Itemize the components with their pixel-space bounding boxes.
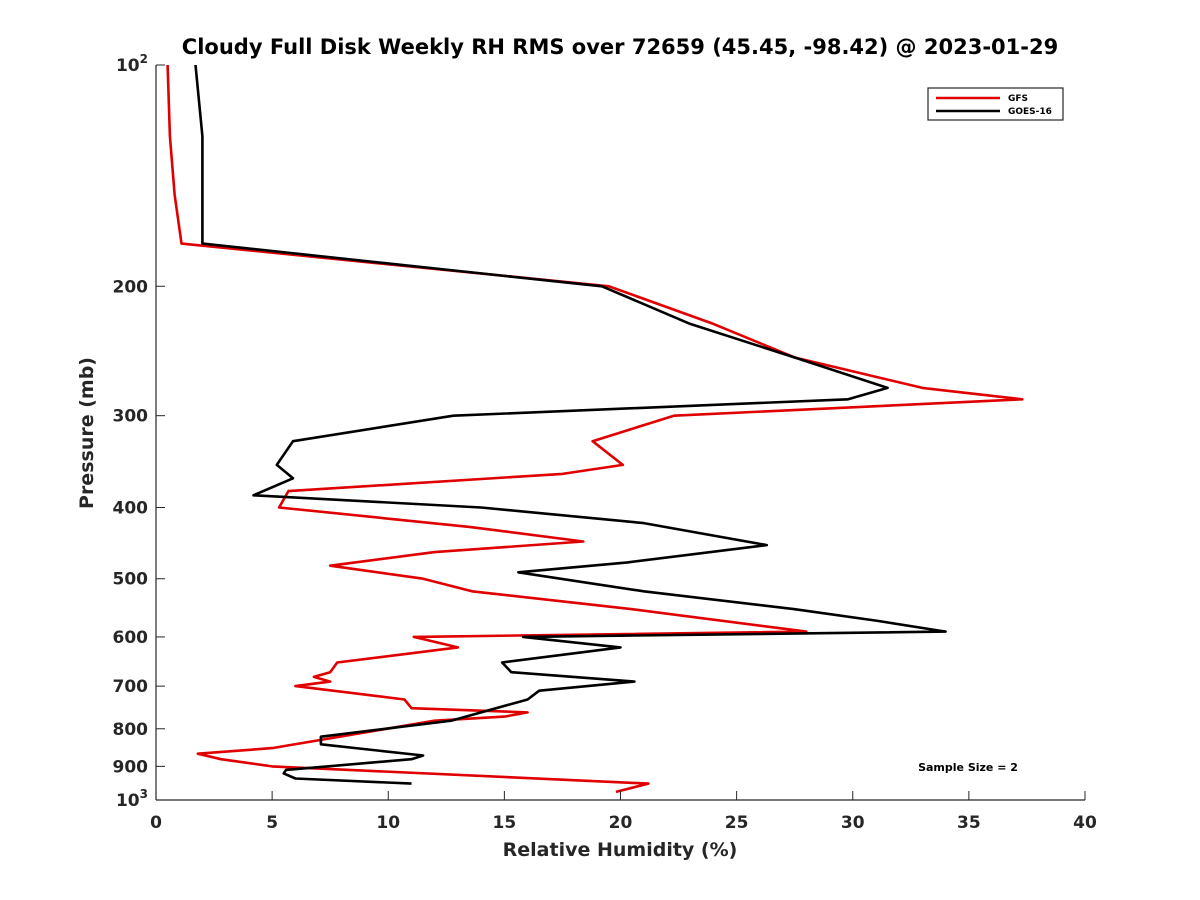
x-tick-label: 15 [493, 813, 517, 833]
legend-label: GFS [1008, 94, 1028, 104]
legend: GFS GOES-16 [927, 87, 1064, 121]
y-tick-label-base: 200 [113, 277, 149, 297]
series-line-gfs [166, 64, 1024, 794]
x-tick-label: 5 [266, 813, 278, 833]
y-tick-label-base: 700 [113, 677, 149, 697]
y-tick-label: 500 [113, 570, 149, 590]
legend-box [927, 87, 1064, 121]
x-tick-label: 10 [376, 813, 400, 833]
x-tick-label: 35 [957, 813, 981, 833]
x-tick-label: 0 [150, 813, 162, 833]
chart-title: Cloudy Full Disk Weekly RH RMS over 7265… [182, 35, 1058, 59]
y-tick-label-base: 800 [113, 720, 149, 740]
x-tick-label: 20 [609, 813, 633, 833]
y-tick-label-base: 500 [113, 570, 149, 590]
series-layer [166, 64, 1024, 794]
sample-size-annotation: Sample Size = 2 [918, 761, 1018, 774]
y-tick-label-base: 300 [113, 407, 149, 427]
y-tick-label: 300 [113, 407, 149, 427]
legend-label: GOES-16 [1008, 107, 1052, 117]
y-tick-label-exponent: 2 [140, 52, 148, 66]
y-tick-label: 600 [113, 628, 149, 648]
x-axis-label: Relative Humidity (%) [503, 839, 738, 861]
axes-layer: 0 5 10 15 20 25 30 35 40102200300400500600700800… [113, 52, 1097, 833]
x-tick-label: 30 [841, 813, 865, 833]
y-tick-label-base: 10 [116, 56, 140, 76]
y-tick-label: 200 [113, 277, 149, 297]
y-tick-label: 102 [116, 52, 148, 76]
y-tick-label: 400 [113, 499, 149, 519]
y-tick-label: 800 [113, 720, 149, 740]
y-tick-label: 103 [116, 787, 148, 811]
y-tick-label-base: 10 [116, 791, 140, 811]
y-tick-label: 700 [113, 677, 149, 697]
y-axis-label: Pressure (mb) [76, 357, 98, 509]
y-tick-label-base: 600 [113, 628, 149, 648]
series-line-goes-16 [194, 64, 947, 785]
x-tick-label: 25 [725, 813, 749, 833]
y-tick-label-base: 900 [113, 757, 149, 777]
y-tick-label-base: 400 [113, 499, 149, 519]
y-tick-label-exponent: 3 [140, 787, 148, 801]
y-tick-label: 900 [113, 757, 149, 777]
x-tick-label: 40 [1073, 813, 1097, 833]
